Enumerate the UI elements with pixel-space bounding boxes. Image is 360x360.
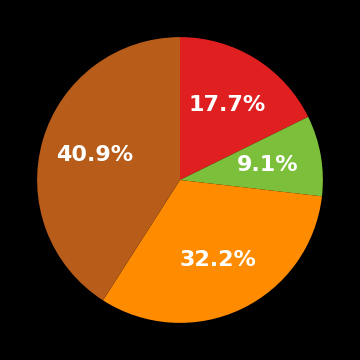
- Text: 17.7%: 17.7%: [188, 95, 265, 115]
- Text: 32.2%: 32.2%: [180, 250, 256, 270]
- Text: 40.9%: 40.9%: [57, 145, 134, 165]
- Wedge shape: [180, 117, 323, 196]
- Wedge shape: [37, 37, 180, 300]
- Text: 9.1%: 9.1%: [237, 155, 298, 175]
- Wedge shape: [103, 180, 322, 323]
- Wedge shape: [180, 37, 308, 180]
